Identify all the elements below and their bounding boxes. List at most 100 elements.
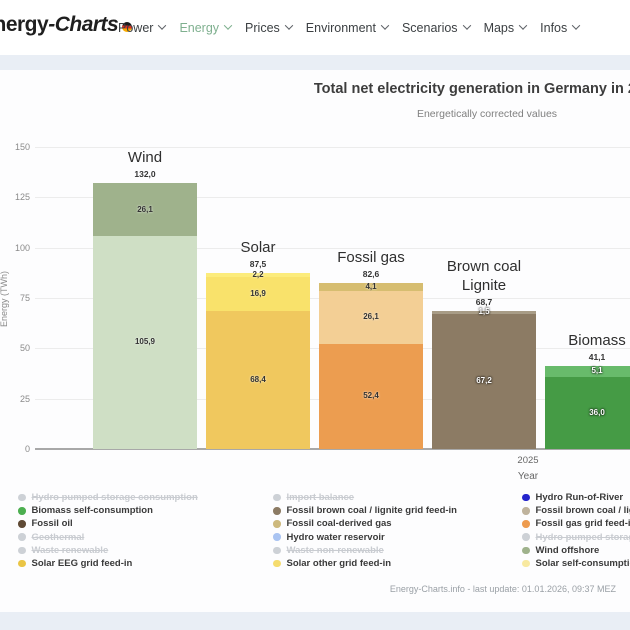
nav-item-label: Environment	[305, 20, 376, 35]
bar-total-value: 132,0	[134, 169, 156, 180]
bar-segment-value: 4,1	[365, 281, 377, 291]
legend-series-dot-icon	[522, 493, 530, 502]
bar-segment-brown-coal-lignite[interactable]	[432, 310, 536, 314]
legend-series-dot-icon	[273, 546, 281, 555]
x-axis-title: Year	[517, 471, 539, 482]
legend-item-solar-eeg-grid-feed-in[interactable]: Solar EEG grid feed-in	[18, 557, 198, 570]
y-tick-label-50: 50	[19, 343, 30, 354]
legend-series-dot-icon	[522, 559, 530, 568]
legend-series-dot-icon	[522, 546, 530, 555]
bar-segment-fossil-gas[interactable]	[319, 282, 423, 291]
bar-category-label: Brown coal Lignite	[446, 257, 522, 294]
nav-item-label: Power	[118, 20, 154, 35]
legend-series-label: Hydro pumped storage	[535, 531, 630, 543]
legend-series-label: Solar other grid feed-in	[286, 558, 392, 570]
bar-segment-value: 16,9	[250, 289, 266, 299]
bar-segment-value: 26,1	[363, 312, 379, 322]
energy-charts-logo[interactable]: Energy-Charts	[0, 13, 133, 37]
legend-item-solar-self-consumption[interactable]: Solar self-consumption	[522, 557, 630, 570]
gridline-125	[35, 197, 630, 199]
legend-series-dot-icon	[18, 559, 26, 568]
legend-item-geothermal[interactable]: Geothermal	[18, 531, 198, 544]
legend-item-fossil-brown-coal-lignite-grid-feed-in[interactable]: Fossil brown coal / lignite grid feed-in	[273, 504, 457, 517]
logo-text-charts: -Charts	[48, 13, 119, 36]
legend-series-dot-icon	[18, 520, 26, 528]
chart-title: Total net electricity generation in Germ…	[313, 81, 630, 97]
nav-item-label: Scenarios	[401, 20, 458, 35]
legend-series-dot-icon	[18, 546, 26, 555]
legend-series-dot-icon	[522, 533, 530, 541]
y-tick-label-75: 75	[19, 293, 30, 303]
bar-segment-wind[interactable]	[93, 235, 197, 449]
bar-segment-biomass[interactable]	[545, 366, 630, 377]
bar-segment-value: 36,0	[589, 407, 605, 417]
legend-series-dot-icon	[18, 507, 26, 515]
bar-segment-value: 26,1	[137, 204, 153, 214]
bar-segment-value: 1,5	[478, 307, 490, 317]
legend-item-fossil-oil[interactable]: Fossil oil	[18, 517, 198, 530]
legend-series-label: Wind offshore	[535, 544, 600, 556]
bar-segment-solar[interactable]	[206, 272, 310, 278]
legend-item-wind-offshore[interactable]: Wind offshore	[522, 544, 630, 557]
legend-series-dot-icon	[273, 559, 281, 568]
legend-item-biomass-self-consumption[interactable]: Biomass self-consumption	[18, 504, 198, 517]
y-tick-label-150: 150	[14, 142, 30, 152]
nav-menu: Power Energy Prices Environment Scenarios Map…	[118, 0, 581, 55]
bar-category-label: Fossil gas	[337, 248, 405, 266]
nav-item-prices[interactable]: Prices	[245, 20, 294, 35]
bar-segment-solar[interactable]	[206, 277, 310, 312]
nav-item-label: Infos	[540, 20, 568, 35]
legend-series-dot-icon	[18, 493, 26, 502]
y-tick-label-100: 100	[14, 242, 30, 253]
nav-item-power[interactable]: Power	[118, 20, 167, 35]
bar-segment-value: 52,4	[363, 391, 379, 401]
legend-item-hydro-water-reservoir[interactable]: Hydro water reservoir	[273, 531, 457, 544]
bar-segment-fossil-gas[interactable]	[319, 343, 423, 449]
legend-series-label: Fossil gas grid feed-in	[535, 518, 630, 530]
legend-item-waste-renewable[interactable]: Waste renewable	[18, 544, 198, 557]
legend-series-dot-icon	[273, 533, 281, 541]
legend-series-dot-icon	[522, 520, 530, 528]
nav-item-energy[interactable]: Energy	[179, 21, 233, 35]
legend-series-label: Solar self-consumption	[535, 558, 630, 570]
legend-series-label: Fossil coal-derived gas	[286, 518, 392, 530]
gridline-150	[35, 147, 630, 148]
legend-item-import-balance[interactable]: Import balance	[273, 491, 457, 504]
legend-item-hydro-pumped-storage[interactable]: Hydro pumped storage	[522, 531, 630, 544]
bar-segment-solar[interactable]	[206, 311, 310, 449]
legend-column-2: Import balance Fossil brown coal / lignit…	[273, 491, 457, 570]
legend-series-label: Hydro pumped storage consumption	[31, 492, 198, 504]
bar-segment-fossil-gas[interactable]	[319, 290, 423, 344]
nav-item-label: Prices	[245, 20, 280, 35]
legend-item-fossil-coal-derived-gas[interactable]: Fossil coal-derived gas	[273, 517, 457, 530]
nav-item-label: Maps	[483, 20, 515, 35]
bar-segment-value: 68,4	[250, 375, 266, 385]
legend-item-fossil-gas-grid-feed-in[interactable]: Fossil gas grid feed-in	[522, 517, 630, 530]
legend-series-label: Waste non-renewable	[286, 544, 384, 556]
legend-series-label: Import balance	[286, 492, 355, 504]
chart-subtitle: Energetically corrected values	[416, 108, 558, 120]
x-axis-line	[35, 448, 630, 450]
y-tick-label-0: 0	[24, 444, 30, 454]
legend-item-hydro-run-of-river[interactable]: Hydro Run-of-River	[522, 491, 630, 504]
bar-segment-brown-coal-lignite[interactable]	[432, 313, 536, 449]
bar-segment-value: 105,9	[134, 337, 156, 347]
bar-total-value: 82,6	[362, 268, 380, 279]
bar-segment-value: 2,2	[252, 270, 264, 280]
legend-item-fossil-brown-coal-lignite-self-consumption[interactable]: Fossil brown coal / lignite self-consump…	[522, 504, 630, 517]
bar-total-value: 41,1	[588, 352, 606, 363]
legend-item-waste-non-renewable[interactable]: Waste non-renewable	[273, 544, 457, 557]
legend-item-solar-other-grid-feed-in[interactable]: Solar other grid feed-in	[273, 557, 457, 570]
legend-item-hydro-pumped-storage-consumption[interactable]: Hydro pumped storage consumption	[18, 491, 198, 504]
nav-item-environment[interactable]: Environment	[305, 20, 390, 35]
nav-item-maps[interactable]: Maps	[483, 20, 528, 35]
top-navigation-bar: Energy-Charts Power Energy Prices Environme…	[0, 0, 630, 55]
legend-series-label: Biomass self-consumption	[31, 505, 153, 517]
nav-item-scenarios[interactable]: Scenarios	[401, 20, 471, 35]
bar-segment-biomass[interactable]	[545, 376, 630, 449]
legend-series-dot-icon	[273, 520, 281, 528]
nav-item-infos[interactable]: Infos	[540, 20, 581, 35]
bar-total-value: 68,7	[475, 296, 493, 307]
y-tick-label-125: 125	[14, 192, 30, 203]
bar-segment-wind[interactable]	[93, 183, 197, 236]
